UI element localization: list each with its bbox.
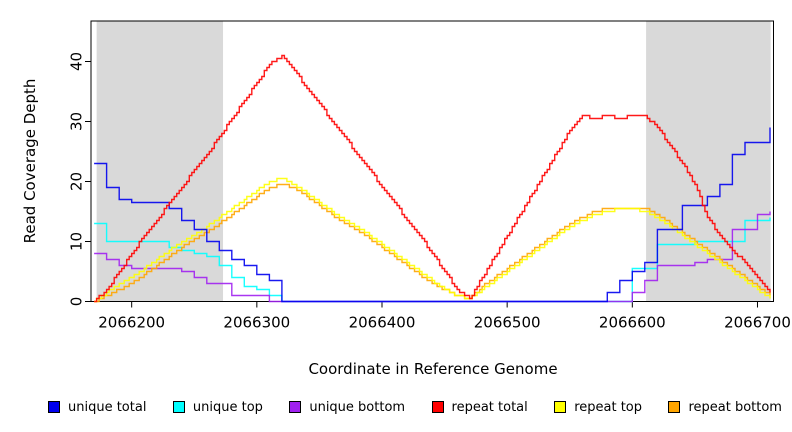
legend-label: repeat top bbox=[574, 399, 642, 415]
series-unique-total bbox=[94, 127, 771, 303]
x-axis-title: Coordinate in Reference Genome bbox=[308, 360, 558, 378]
legend-swatch-repeat-total bbox=[431, 401, 444, 413]
legend-item-repeat-total: repeat total bbox=[431, 399, 528, 415]
legend-item-unique-top: unique top bbox=[172, 399, 263, 415]
legend-item-unique-bottom: unique bottom bbox=[289, 400, 405, 415]
legend-label: unique total bbox=[68, 399, 147, 415]
x-tick-label: 2066600 bbox=[599, 314, 666, 332]
x-tick-label: 2066500 bbox=[474, 314, 541, 332]
legend-swatch-unique-top bbox=[172, 401, 185, 413]
legend-swatch-repeat-bottom bbox=[668, 401, 681, 413]
y-tick-label: 20 bbox=[67, 172, 85, 191]
legend-item-repeat-top: repeat top bbox=[554, 400, 642, 415]
x-tick-label: 2066700 bbox=[724, 314, 791, 332]
legend-swatch-repeat-top bbox=[554, 401, 567, 413]
legend-item-repeat-bottom: repeat bottom bbox=[668, 400, 782, 415]
y-tick-label: 40 bbox=[67, 52, 85, 71]
x-tick-label: 2066400 bbox=[349, 314, 416, 332]
series-repeat-total bbox=[94, 54, 771, 303]
legend-label: unique bottom bbox=[309, 399, 406, 415]
legend-label: unique top bbox=[192, 399, 263, 415]
x-tick-label: 2066200 bbox=[98, 314, 165, 332]
y-tick-label: 10 bbox=[67, 232, 85, 251]
x-tick-label: 2066300 bbox=[223, 314, 290, 332]
y-tick-label: 0 bbox=[67, 297, 85, 307]
shaded-region bbox=[646, 21, 771, 302]
y-tick-label: 30 bbox=[67, 112, 85, 131]
legend-label: repeat bottom bbox=[688, 399, 782, 415]
legend-swatch-unique-bottom bbox=[289, 401, 302, 413]
legend-item-unique-total: unique total bbox=[48, 400, 146, 415]
y-axis-title: Read Coverage Depth bbox=[21, 78, 39, 244]
legend-swatch-unique-total bbox=[48, 401, 60, 413]
legend-label: repeat total bbox=[451, 399, 528, 415]
legend: unique total unique top unique bottom repea… bbox=[48, 397, 782, 417]
